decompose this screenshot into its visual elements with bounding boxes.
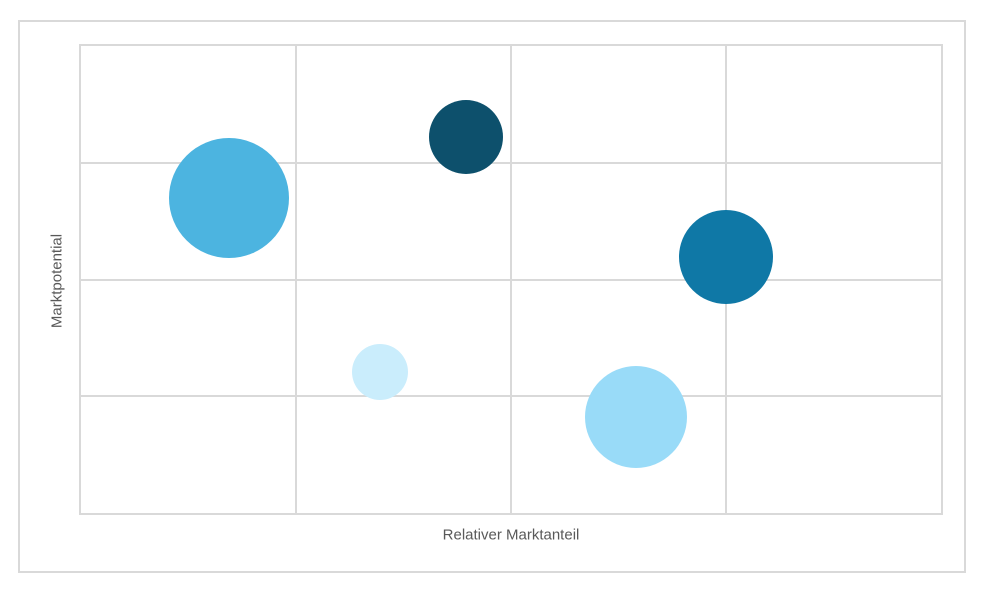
x-axis-label: Relativer Marktanteil: [442, 526, 580, 544]
gridline-horizontal: [81, 278, 941, 281]
bubble-4: [351, 343, 408, 400]
chart-card: Marktpotential Relativer Marktanteil: [18, 20, 966, 573]
bubble-5: [584, 366, 687, 469]
gridline-horizontal: [81, 395, 941, 398]
y-axis-label: Marktpotential: [48, 233, 66, 329]
plot-area: [79, 44, 943, 515]
gridline-horizontal: [81, 161, 941, 164]
bubble-3: [679, 210, 773, 305]
bubble-2: [428, 100, 503, 175]
bubble-1: [169, 137, 290, 258]
